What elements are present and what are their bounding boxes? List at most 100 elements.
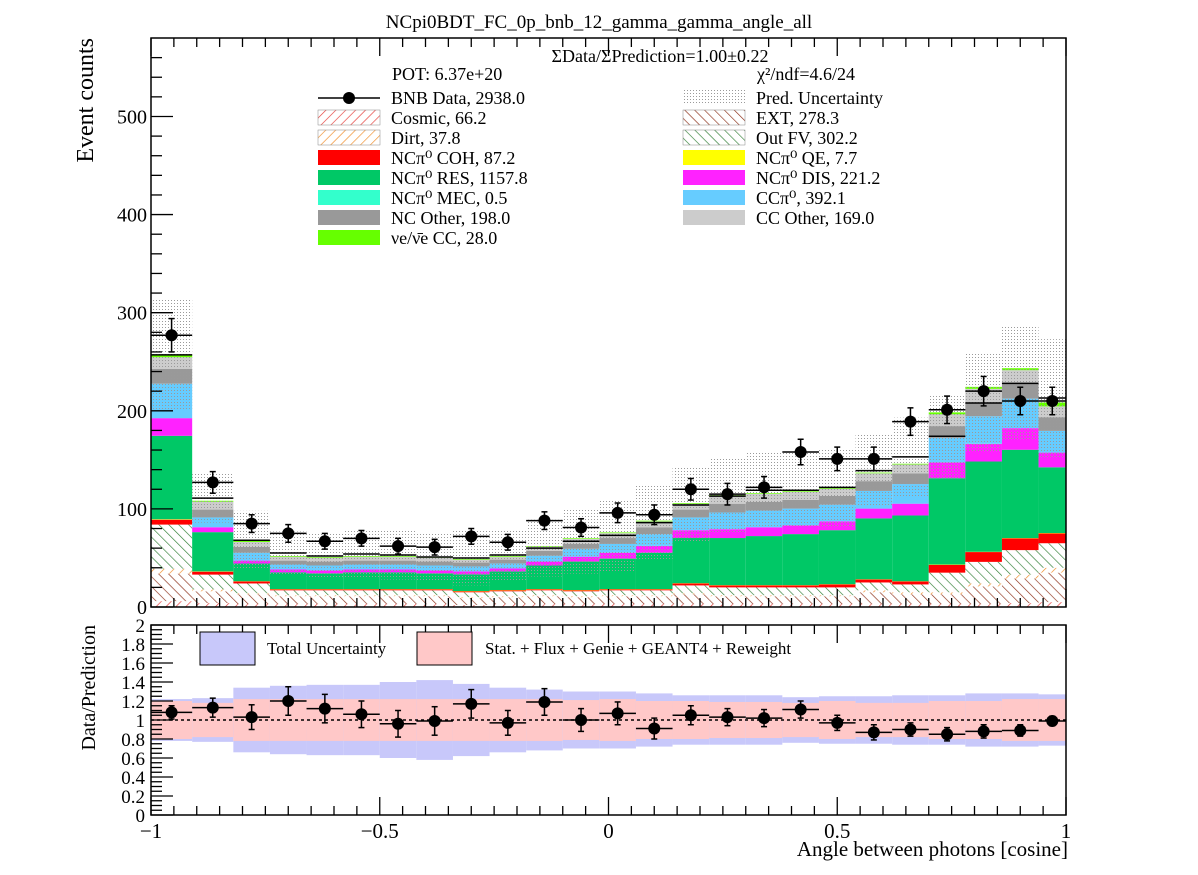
legend-swatch <box>682 129 746 146</box>
legend-label: NCπ⁰ MEC, 0.5 <box>391 188 507 208</box>
bar-segment <box>192 527 234 533</box>
bar-segment <box>965 461 1002 552</box>
ratio-point <box>611 707 624 720</box>
bar-segment <box>416 589 453 591</box>
bar-segment <box>745 536 783 586</box>
bar-segment <box>782 525 819 535</box>
ratio-legend: Total Uncertainty Stat. + Flux + Genie + … <box>199 631 791 666</box>
data-point <box>977 385 990 398</box>
legend-swatch <box>199 631 256 666</box>
bar-segment <box>855 590 893 593</box>
data-point <box>501 536 514 549</box>
bar-segment <box>709 585 746 588</box>
legend-label: NCπ⁰ QE, 7.7 <box>756 148 857 168</box>
bar-segment <box>892 592 929 595</box>
legend-swatch <box>318 190 380 205</box>
ratio-point <box>904 723 917 736</box>
data-points <box>151 317 1066 556</box>
bar-segment <box>892 581 929 585</box>
ratio-point <box>867 726 880 739</box>
legend-label: NCπ⁰ DIS, 221.2 <box>756 168 880 188</box>
bar-segment <box>489 596 527 598</box>
bar-segment <box>892 594 929 605</box>
bar-segment <box>672 593 710 595</box>
legend-swatch <box>317 129 381 146</box>
ratio-point <box>721 711 734 724</box>
legend-label: νe/ν̄e CC, 28.0 <box>391 228 497 248</box>
bar-segment <box>343 596 380 605</box>
bar-segment <box>672 585 710 594</box>
chi2-text: χ²/ndf=4.6/24 <box>756 64 855 84</box>
data-point <box>721 488 734 501</box>
legend-label: Dirt, 37.8 <box>391 128 461 148</box>
legend-label: Total Uncertainty <box>267 639 387 658</box>
data-point <box>465 530 478 543</box>
bar-segment <box>379 589 417 591</box>
legend-label: BNB Data, 2938.0 <box>391 88 525 108</box>
legend-label: Out FV, 302.2 <box>756 128 858 148</box>
bar-segment <box>233 604 270 607</box>
bar-segment <box>855 518 893 580</box>
data-point <box>282 527 295 540</box>
bar-segment <box>855 582 893 591</box>
y-axis-title: Event counts <box>73 38 99 163</box>
bar-segment <box>343 589 380 591</box>
bar-segment <box>745 596 783 605</box>
ratio-point <box>831 716 844 729</box>
main-x-axis-ticks <box>150 38 1067 607</box>
y-tick-label: 500 <box>117 106 147 128</box>
bar-segment <box>855 592 893 605</box>
ratio-point <box>355 708 368 721</box>
bar-segment <box>635 595 673 597</box>
data-point <box>941 403 954 416</box>
ratio-y-tick-label: 0.2 <box>121 787 145 808</box>
bar-segment <box>379 590 417 596</box>
main-histogram-panel: 0 100 200 300 400 500 <box>117 37 1067 619</box>
x-axis-title: Angle between photons [cosine] <box>797 837 1068 861</box>
bar-segment <box>892 503 929 516</box>
ratio-point <box>794 703 807 716</box>
legend-swatch <box>318 170 380 185</box>
bar-segment <box>1001 574 1039 579</box>
bar-segment <box>965 552 1002 562</box>
bar-segment <box>1038 602 1066 607</box>
bar-segment <box>892 604 929 607</box>
bar-segment <box>782 587 819 596</box>
bar-segment <box>745 527 783 537</box>
ratio-y-tick-label: 1.8 <box>121 635 145 656</box>
bar-segment <box>782 595 819 597</box>
bar-segment <box>269 589 307 591</box>
bar-segment <box>192 603 234 607</box>
bar-segment <box>855 604 893 607</box>
bar-segment <box>416 590 453 596</box>
bar-segment <box>489 604 527 607</box>
bar-segment <box>928 592 966 595</box>
bar-segment <box>151 519 193 525</box>
ratio-panel: 00.20.40.60.811.21.41.61.82−1 −0.5 0 0.5 1 <box>121 616 1071 843</box>
ratio-point <box>318 702 331 715</box>
ratio-y-tick-label: 0.8 <box>121 730 145 751</box>
bar-segment <box>1001 550 1039 575</box>
ratio-y-tick-label: 0.4 <box>121 768 145 789</box>
bar-segment <box>343 590 380 596</box>
legend-label: CC Other, 169.0 <box>756 208 874 228</box>
bar-segment <box>709 595 746 597</box>
bar-segment <box>709 587 746 596</box>
legend-swatch <box>683 210 745 225</box>
data-point <box>245 517 258 530</box>
ratio-y-tick-label: 0 <box>136 806 146 827</box>
data-point <box>648 508 661 521</box>
ratio-point <box>501 716 514 729</box>
bar-segment <box>635 589 673 591</box>
legend-swatch <box>683 170 745 185</box>
data-point <box>1014 394 1027 407</box>
x-tick-label: 0.5 <box>824 819 850 843</box>
bar-segment <box>269 595 307 597</box>
bar-segment <box>709 529 746 539</box>
legend-label: Cosmic, 66.2 <box>391 108 487 128</box>
bar-segment <box>562 591 600 597</box>
bar-segment <box>452 591 490 593</box>
bar-segment <box>151 435 193 520</box>
bar-segment <box>928 604 966 607</box>
legend-swatch <box>416 631 473 666</box>
